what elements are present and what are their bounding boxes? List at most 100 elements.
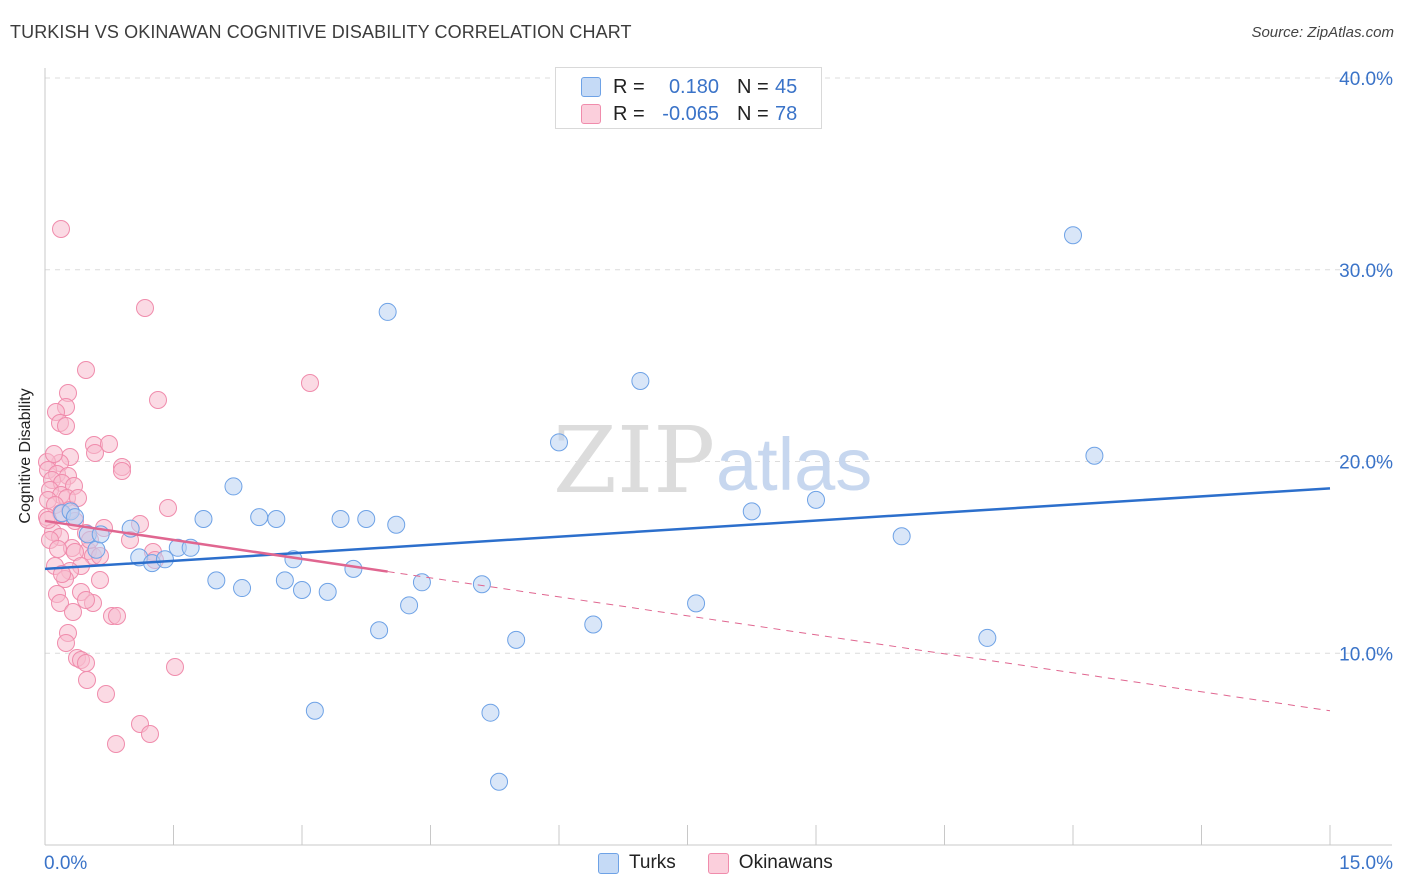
turks-point [207, 571, 226, 590]
okinawans-point [77, 591, 95, 609]
tick-labels: 10.0% 20.0% 30.0% 40.0% 0.0% 15.0% [44, 69, 1393, 874]
turks-trend-line [44, 487, 1331, 571]
turks-point [1085, 446, 1104, 465]
correlation-legend: R = 0.180 N = 45 R = -0.065 N = 78 [555, 67, 822, 129]
okinawans-point [64, 603, 82, 621]
okinawans-point [52, 220, 70, 238]
turks-point [267, 510, 286, 529]
turks-point [194, 510, 213, 529]
turks-point [155, 550, 174, 569]
turks-point [472, 575, 491, 594]
okinawans-point [159, 499, 177, 517]
turks-point [87, 540, 106, 559]
legend-n-label: N = [737, 75, 769, 98]
turks-point [293, 580, 311, 599]
turks-point [387, 515, 406, 534]
turks-point [224, 477, 243, 496]
turks-point [507, 630, 526, 649]
legend-item-okinawans[interactable]: Okinawans [707, 852, 833, 874]
legend-r-value: -0.065 [662, 102, 719, 125]
turks-point [687, 594, 706, 613]
legend-label-okinawans: Okinawans [738, 852, 833, 873]
legend-n-value: 45 [775, 75, 798, 98]
okinawans-point [86, 444, 104, 462]
turks-point [357, 510, 376, 529]
okinawans-point [100, 435, 118, 453]
turks-point [275, 571, 294, 590]
watermark-zip: ZIP [553, 407, 715, 514]
y-axis-label: Cognitive Disability [17, 388, 34, 524]
turks-point [412, 573, 431, 592]
turks-point [584, 615, 603, 634]
okinawans-point [91, 571, 109, 589]
turks-point [742, 502, 761, 521]
okinawans-point [108, 607, 126, 625]
watermark-atlas: atlas [716, 423, 872, 506]
turks-point [344, 559, 363, 578]
okinawans-point [166, 658, 184, 676]
y-tick-label: 10.0% [1339, 644, 1393, 665]
legend-label-turks: Turks [629, 852, 676, 873]
source-label: Source: ZipAtlas.com [1251, 24, 1394, 41]
chart-title: TURKISH VS OKINAWAN COGNITIVE DISABILITY… [10, 22, 632, 42]
turks-point [550, 433, 568, 452]
legend-n-value: 78 [775, 102, 798, 125]
okinawans-point [53, 565, 71, 583]
turks-point [481, 703, 500, 722]
turks-point [1064, 226, 1082, 245]
x-tick-label: 15.0% [1339, 853, 1393, 874]
okinawans-point [107, 735, 125, 753]
y-tick-label: 40.0% [1339, 69, 1393, 90]
legend-r-label: R = [613, 102, 645, 125]
turks-point [233, 579, 252, 598]
okinawans-point [149, 391, 167, 409]
okinawans-point [78, 671, 96, 689]
turks-point [250, 508, 269, 527]
legend-swatch-okinawans [581, 104, 601, 124]
trend-lines [44, 487, 1331, 712]
okinawans-point [301, 374, 319, 392]
legend-r-value: 0.180 [668, 75, 719, 98]
okinawans-point [141, 725, 159, 743]
okinawans-point [77, 654, 95, 672]
okinawans-trend-line-solid [44, 519, 388, 573]
okinawans-point [45, 445, 63, 463]
y-tick-label: 20.0% [1339, 453, 1393, 474]
okinawans-point [49, 540, 67, 558]
okinawans-trend-line-dashed [387, 571, 1331, 712]
turks-point [490, 772, 509, 791]
legend-row-okinawans: R = -0.065 N = 78 [556, 101, 797, 127]
okinawans-point [113, 462, 131, 480]
turks-point [370, 621, 389, 640]
turks-point [331, 510, 350, 529]
turks-point [378, 302, 397, 321]
x-tick-label: 0.0% [44, 853, 87, 874]
legend-swatch-turks [581, 77, 601, 97]
turks-point [807, 490, 825, 509]
turks-point [65, 508, 84, 527]
legend-n-label: N = [737, 102, 769, 125]
okinawans-point [51, 594, 69, 612]
legend-swatch-okinawans [707, 852, 729, 874]
legend-swatch-turks [598, 852, 619, 874]
okinawans-point [57, 417, 75, 435]
turks-point [892, 527, 911, 546]
turks-point [318, 582, 337, 601]
legend-item-turks[interactable]: Turks [598, 852, 676, 874]
okinawans-point [97, 685, 115, 703]
turks-point [978, 628, 997, 647]
gridlines [45, 77, 1392, 654]
okinawans-point [77, 361, 95, 379]
series-legend: Turks Okinawans [598, 852, 865, 874]
okinawans-points [38, 220, 319, 753]
okinawans-point [57, 634, 75, 652]
turks-point [305, 701, 324, 720]
turks-point [631, 371, 650, 390]
legend-r-label: R = [613, 75, 645, 98]
y-tick-label: 30.0% [1339, 261, 1393, 282]
okinawans-point [136, 299, 154, 317]
watermark: ZIP atlas [553, 407, 872, 514]
legend-row-turks: R = 0.180 N = 45 [556, 74, 797, 100]
turks-points [53, 226, 1104, 791]
